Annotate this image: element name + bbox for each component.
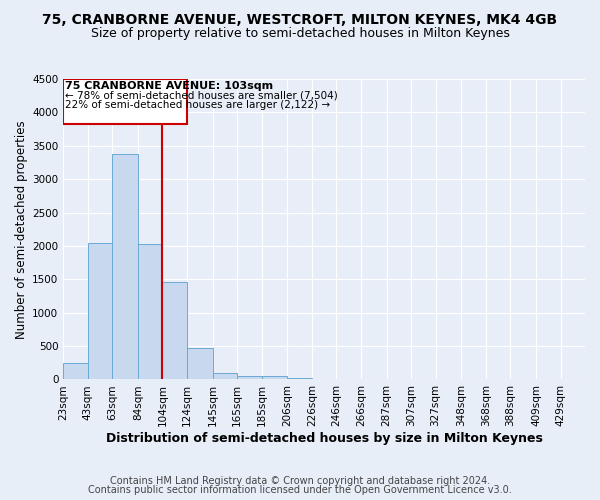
Bar xyxy=(112,154,138,380)
Bar xyxy=(237,376,262,380)
Bar xyxy=(312,379,337,380)
Text: 75 CRANBORNE AVENUE: 103sqm: 75 CRANBORNE AVENUE: 103sqm xyxy=(65,81,273,91)
Text: 22% of semi-detached houses are larger (2,122) →: 22% of semi-detached houses are larger (… xyxy=(65,100,330,110)
Bar xyxy=(163,282,187,380)
Bar xyxy=(63,363,88,380)
Bar xyxy=(212,373,237,380)
Bar xyxy=(287,378,312,380)
Bar xyxy=(138,244,163,380)
X-axis label: Distribution of semi-detached houses by size in Milton Keynes: Distribution of semi-detached houses by … xyxy=(106,432,542,445)
Text: Contains public sector information licensed under the Open Government Licence v3: Contains public sector information licen… xyxy=(88,485,512,495)
Text: Contains HM Land Registry data © Crown copyright and database right 2024.: Contains HM Land Registry data © Crown c… xyxy=(110,476,490,486)
Bar xyxy=(187,348,212,380)
Text: 75, CRANBORNE AVENUE, WESTCROFT, MILTON KEYNES, MK4 4GB: 75, CRANBORNE AVENUE, WESTCROFT, MILTON … xyxy=(43,12,557,26)
Text: ← 78% of semi-detached houses are smaller (7,504): ← 78% of semi-detached houses are smalle… xyxy=(65,90,338,101)
Y-axis label: Number of semi-detached properties: Number of semi-detached properties xyxy=(15,120,28,338)
Bar xyxy=(262,376,287,380)
Bar xyxy=(63,79,187,124)
Text: Size of property relative to semi-detached houses in Milton Keynes: Size of property relative to semi-detach… xyxy=(91,28,509,40)
Bar xyxy=(88,242,112,380)
